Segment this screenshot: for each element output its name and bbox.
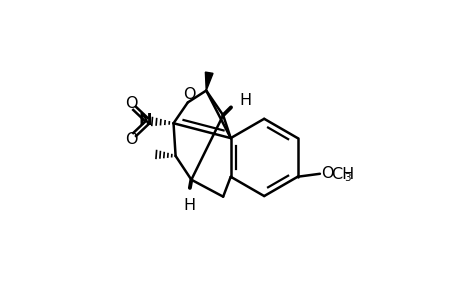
- Text: 3: 3: [343, 173, 350, 183]
- Text: O: O: [320, 166, 333, 181]
- Polygon shape: [205, 72, 213, 91]
- Text: O: O: [125, 131, 137, 146]
- Text: H: H: [183, 198, 195, 213]
- Text: O: O: [125, 96, 137, 111]
- Text: O: O: [183, 87, 195, 102]
- Text: H: H: [238, 93, 251, 108]
- Text: N: N: [138, 113, 151, 128]
- Text: CH: CH: [330, 167, 353, 182]
